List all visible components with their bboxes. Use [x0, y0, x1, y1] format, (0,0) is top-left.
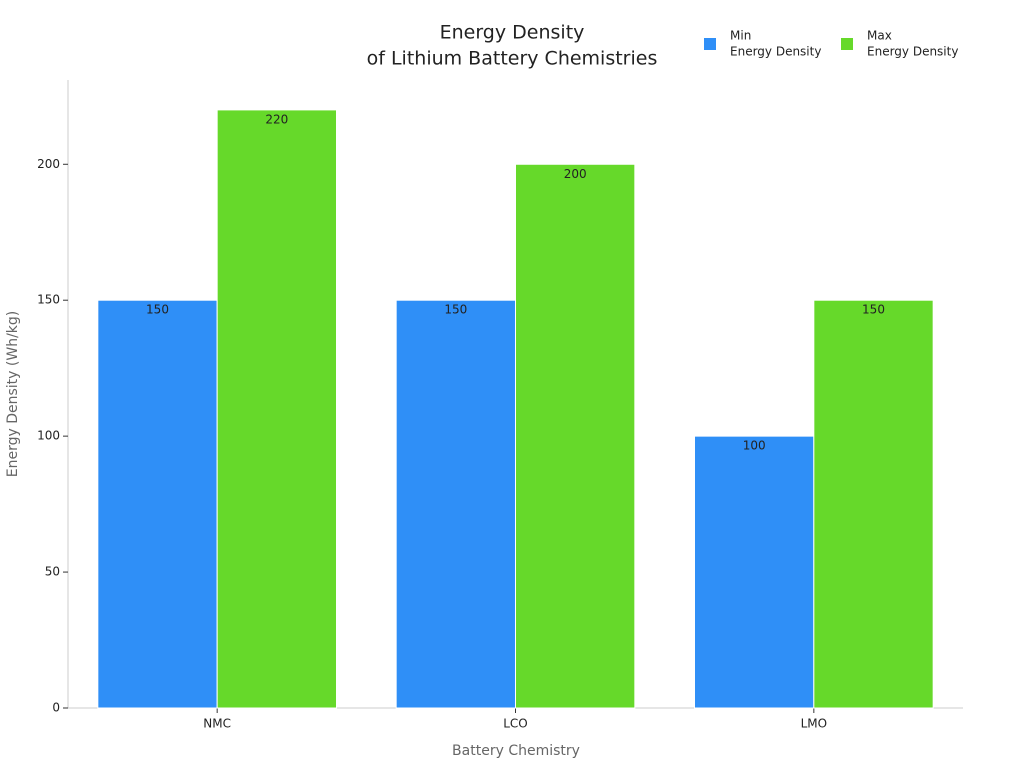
- y-tick-label: 100: [37, 429, 60, 443]
- data-label: 150: [444, 303, 467, 317]
- data-label: 150: [146, 303, 169, 317]
- bar: [97, 299, 218, 709]
- y-axis-label: Energy Density (Wh/kg): [5, 311, 21, 478]
- legend-label: Energy Density: [730, 45, 821, 59]
- x-tick-label: LCO: [503, 717, 528, 731]
- y-tick-label: 200: [37, 157, 60, 171]
- y-tick-label: 0: [52, 701, 60, 715]
- bar: [216, 109, 338, 709]
- data-label: 150: [862, 303, 885, 317]
- data-label: 100: [743, 439, 766, 453]
- bar: [813, 299, 934, 709]
- bar: [694, 435, 815, 709]
- legend-label: Max: [867, 29, 892, 43]
- x-tick-label: LMO: [801, 717, 827, 731]
- legend-swatch: [841, 38, 853, 50]
- y-tick-label: 50: [45, 565, 60, 579]
- x-axis-label: Battery Chemistry: [452, 743, 580, 759]
- chart-title: of Lithium Battery Chemistries: [367, 48, 658, 70]
- legend-label: Energy Density: [867, 45, 958, 59]
- legend-label: Min: [730, 29, 751, 43]
- legend-swatch: [704, 38, 716, 50]
- data-label: 200: [564, 167, 587, 181]
- x-tick-label: NMC: [203, 717, 231, 731]
- bar: [395, 299, 516, 709]
- y-tick-label: 150: [37, 293, 60, 307]
- data-label: 220: [265, 112, 288, 126]
- bar: [515, 163, 636, 709]
- chart-title: Energy Density: [440, 22, 585, 44]
